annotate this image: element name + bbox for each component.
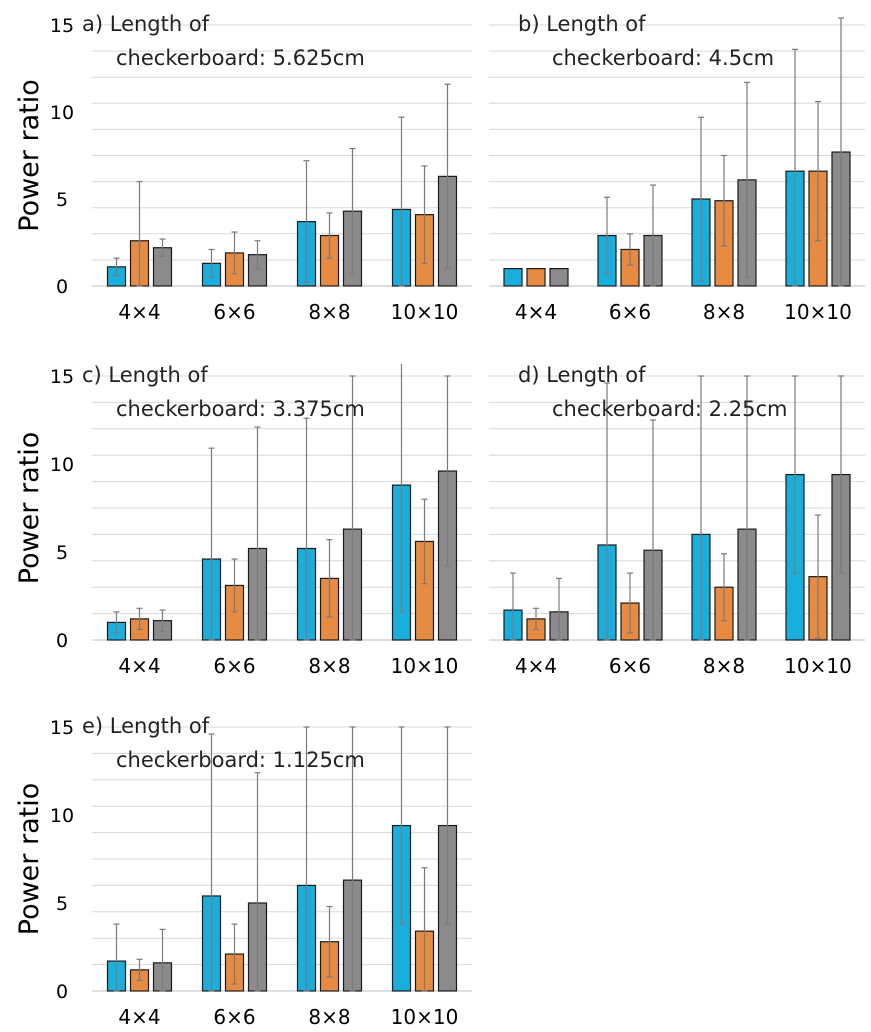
chart-panel-4: 4×4 6×6 8×8 10×10 d) Length of checkerboard: … xyxy=(489,363,865,678)
x-tick-label: 6×6 xyxy=(213,654,255,678)
chart-panel-2: 4×4 6×6 8×8 10×10 b) Length of checkerboard: … xyxy=(489,12,865,324)
chart-subtitle: checkerboard: 3.375cm xyxy=(116,397,365,421)
x-tick-label: 10×10 xyxy=(391,300,459,324)
y-tick-label: 10 xyxy=(50,102,74,124)
bar xyxy=(549,268,569,287)
y-axis-label: Power ratio xyxy=(14,432,45,584)
x-tick-label: 8×8 xyxy=(308,1005,350,1029)
chart-title: b) Length of xyxy=(518,12,646,36)
x-tick-label: 4×4 xyxy=(118,1005,160,1029)
x-tick-label: 4×4 xyxy=(118,654,160,678)
y-axis-label: Power ratio xyxy=(14,79,45,231)
chart-title: c) Length of xyxy=(82,363,208,387)
x-tick-label: 4×4 xyxy=(118,300,160,324)
x-tick-label: 8×8 xyxy=(308,654,350,678)
y-tick-label: 15 xyxy=(50,366,74,388)
x-tick-label: 8×8 xyxy=(703,654,745,678)
x-tick-label: 6×6 xyxy=(213,300,255,324)
x-tick-label: 6×6 xyxy=(213,1005,255,1029)
y-tick-label: 0 xyxy=(56,276,68,298)
x-tick-label: 10×10 xyxy=(784,654,852,678)
y-tick-label: 15 xyxy=(50,717,74,739)
y-axis-label: Power ratio xyxy=(14,783,45,935)
y-tick-label: 10 xyxy=(50,454,74,476)
bar xyxy=(503,268,523,287)
x-tick-label: 4×4 xyxy=(515,654,557,678)
chart-panel-5: 0 5 10 15 Power ratio 4×4 6×6 8×8 10×10 e) Length… xyxy=(14,714,472,1029)
chart-title: d) Length of xyxy=(518,363,646,387)
y-tick-label: 0 xyxy=(56,981,68,1003)
chart-panel-3: 0 5 10 15 Power ratio 4×4 6×6 8×8 10×10 c) Length… xyxy=(14,363,472,678)
bar-group xyxy=(106,726,458,992)
chart-panel-1: 0 5 10 15 Power ratio 4×4 6×6 8×8 10×10 a) Length… xyxy=(14,12,472,324)
chart-subtitle: checkerboard: 2.25cm xyxy=(552,397,787,421)
bar-group xyxy=(106,83,458,287)
y-tick-label: 15 xyxy=(50,15,74,37)
x-tick-label: 4×4 xyxy=(515,300,557,324)
bar-group xyxy=(503,375,851,641)
x-tick-label: 8×8 xyxy=(703,300,745,324)
bar-group xyxy=(106,364,458,641)
bar xyxy=(526,268,546,287)
x-tick-label: 6×6 xyxy=(609,300,651,324)
y-tick-label: 5 xyxy=(56,893,68,915)
x-tick-label: 6×6 xyxy=(609,654,651,678)
y-tick-label: 5 xyxy=(56,189,68,211)
chart-title: a) Length of xyxy=(82,12,210,36)
x-tick-label: 10×10 xyxy=(391,1005,459,1029)
x-tick-label: 8×8 xyxy=(308,300,350,324)
y-tick-label: 0 xyxy=(56,630,68,652)
chart-subtitle: checkerboard: 1.125cm xyxy=(116,748,365,772)
y-tick-label: 10 xyxy=(50,805,74,827)
x-tick-label: 10×10 xyxy=(784,300,852,324)
chart-title: e) Length of xyxy=(82,714,210,738)
chart-subtitle: checkerboard: 5.625cm xyxy=(116,46,365,70)
y-tick-label: 5 xyxy=(56,542,68,564)
bar-group xyxy=(503,17,851,287)
x-tick-label: 10×10 xyxy=(391,654,459,678)
chart-subtitle: checkerboard: 4.5cm xyxy=(552,46,774,70)
